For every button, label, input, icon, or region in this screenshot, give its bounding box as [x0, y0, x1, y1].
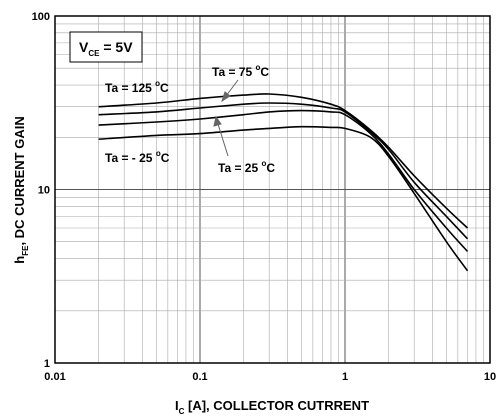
arrow-ta-75-head: [221, 91, 231, 103]
y-axis-title: hFE, DC CURRENT GAIN: [12, 116, 30, 263]
arrow-ta-75-line: [225, 79, 239, 97]
annotation-ta-75: Ta = 75 oC: [212, 63, 269, 79]
annotation-ta-minus-25: Ta = - 25 oC: [105, 149, 170, 165]
x-tick-label: 0.1: [192, 371, 207, 383]
tick-labels: 0.01 0.1 1 10 1 10 100: [32, 11, 496, 383]
arrow-ta-25-head: [213, 115, 222, 127]
series-line-2: [98, 109, 469, 252]
series-line-3: [98, 125, 469, 272]
series-group: [98, 93, 469, 272]
annotation-arrows: [213, 79, 239, 157]
grid: [54, 15, 491, 364]
condition-box: [69, 31, 143, 63]
y-tick-label: 10: [38, 185, 50, 197]
y-tick-label: 100: [32, 11, 50, 23]
x-tick-label: 10: [484, 371, 496, 383]
plot-frame: [54, 15, 491, 364]
annotation-ta-125: Ta = 125 oC: [105, 79, 169, 95]
arrow-ta-25-line: [217, 123, 229, 157]
series-line-1: [98, 102, 469, 240]
annotation-ta-25: Ta = 25 oC: [218, 159, 275, 175]
y-tick-label: 1: [44, 358, 50, 370]
condition-label: VCE = 5V: [79, 39, 133, 58]
x-tick-label: 1: [342, 371, 348, 383]
x-tick-label: 0.01: [44, 371, 65, 383]
series-line-0: [98, 93, 469, 229]
x-axis-title: IC [A], COLLECTOR CUTRRENT: [175, 398, 369, 416]
